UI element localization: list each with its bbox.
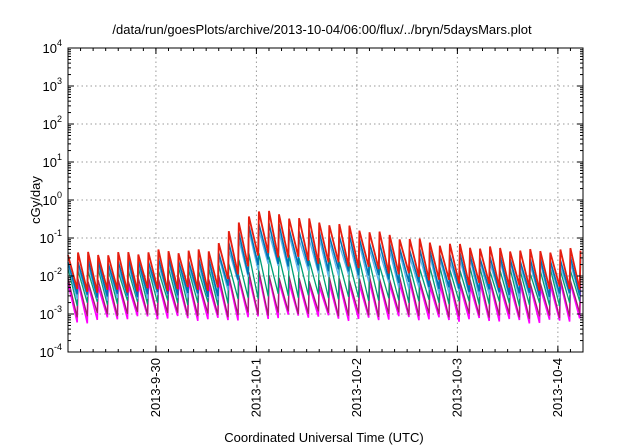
series-line [67,210,582,293]
y-axis-label: cGy/day [28,176,43,224]
y-tick-label: 102 [43,114,62,132]
x-tick-label: 2013-10-4 [550,358,565,417]
series-line [67,252,582,307]
x-tick-label: 2013-10-2 [349,358,364,417]
x-tick-label: 2013-10-1 [248,358,263,417]
y-tick-label: 103 [43,76,62,94]
x-tick-label: 2013-9-30 [148,358,163,417]
y-tick-label: 104 [43,38,62,56]
series-line [67,273,582,324]
series-line [67,270,582,319]
y-tick-label: 100 [43,190,62,208]
y-tick-label: 10-1 [40,228,62,246]
series-line [67,230,582,301]
series-line [67,223,582,298]
y-tick-label: 101 [43,152,62,170]
series-layer [67,210,582,324]
y-tick-label: 10-4 [40,342,62,360]
chart-title: /data/run/goesPlots/archive/2013-10-04/0… [112,22,532,37]
y-tick-label: 10-2 [40,266,62,284]
x-axis-label: Coordinated Universal Time (UTC) [224,430,423,445]
grid [68,48,583,352]
x-tick-label: 2013-10-3 [449,358,464,417]
ticks: 10-4 10-3 10-2 10-1 100 101 102 103 104 2013-9-30… [40,38,584,417]
y-tick-label: 10-3 [40,304,62,322]
